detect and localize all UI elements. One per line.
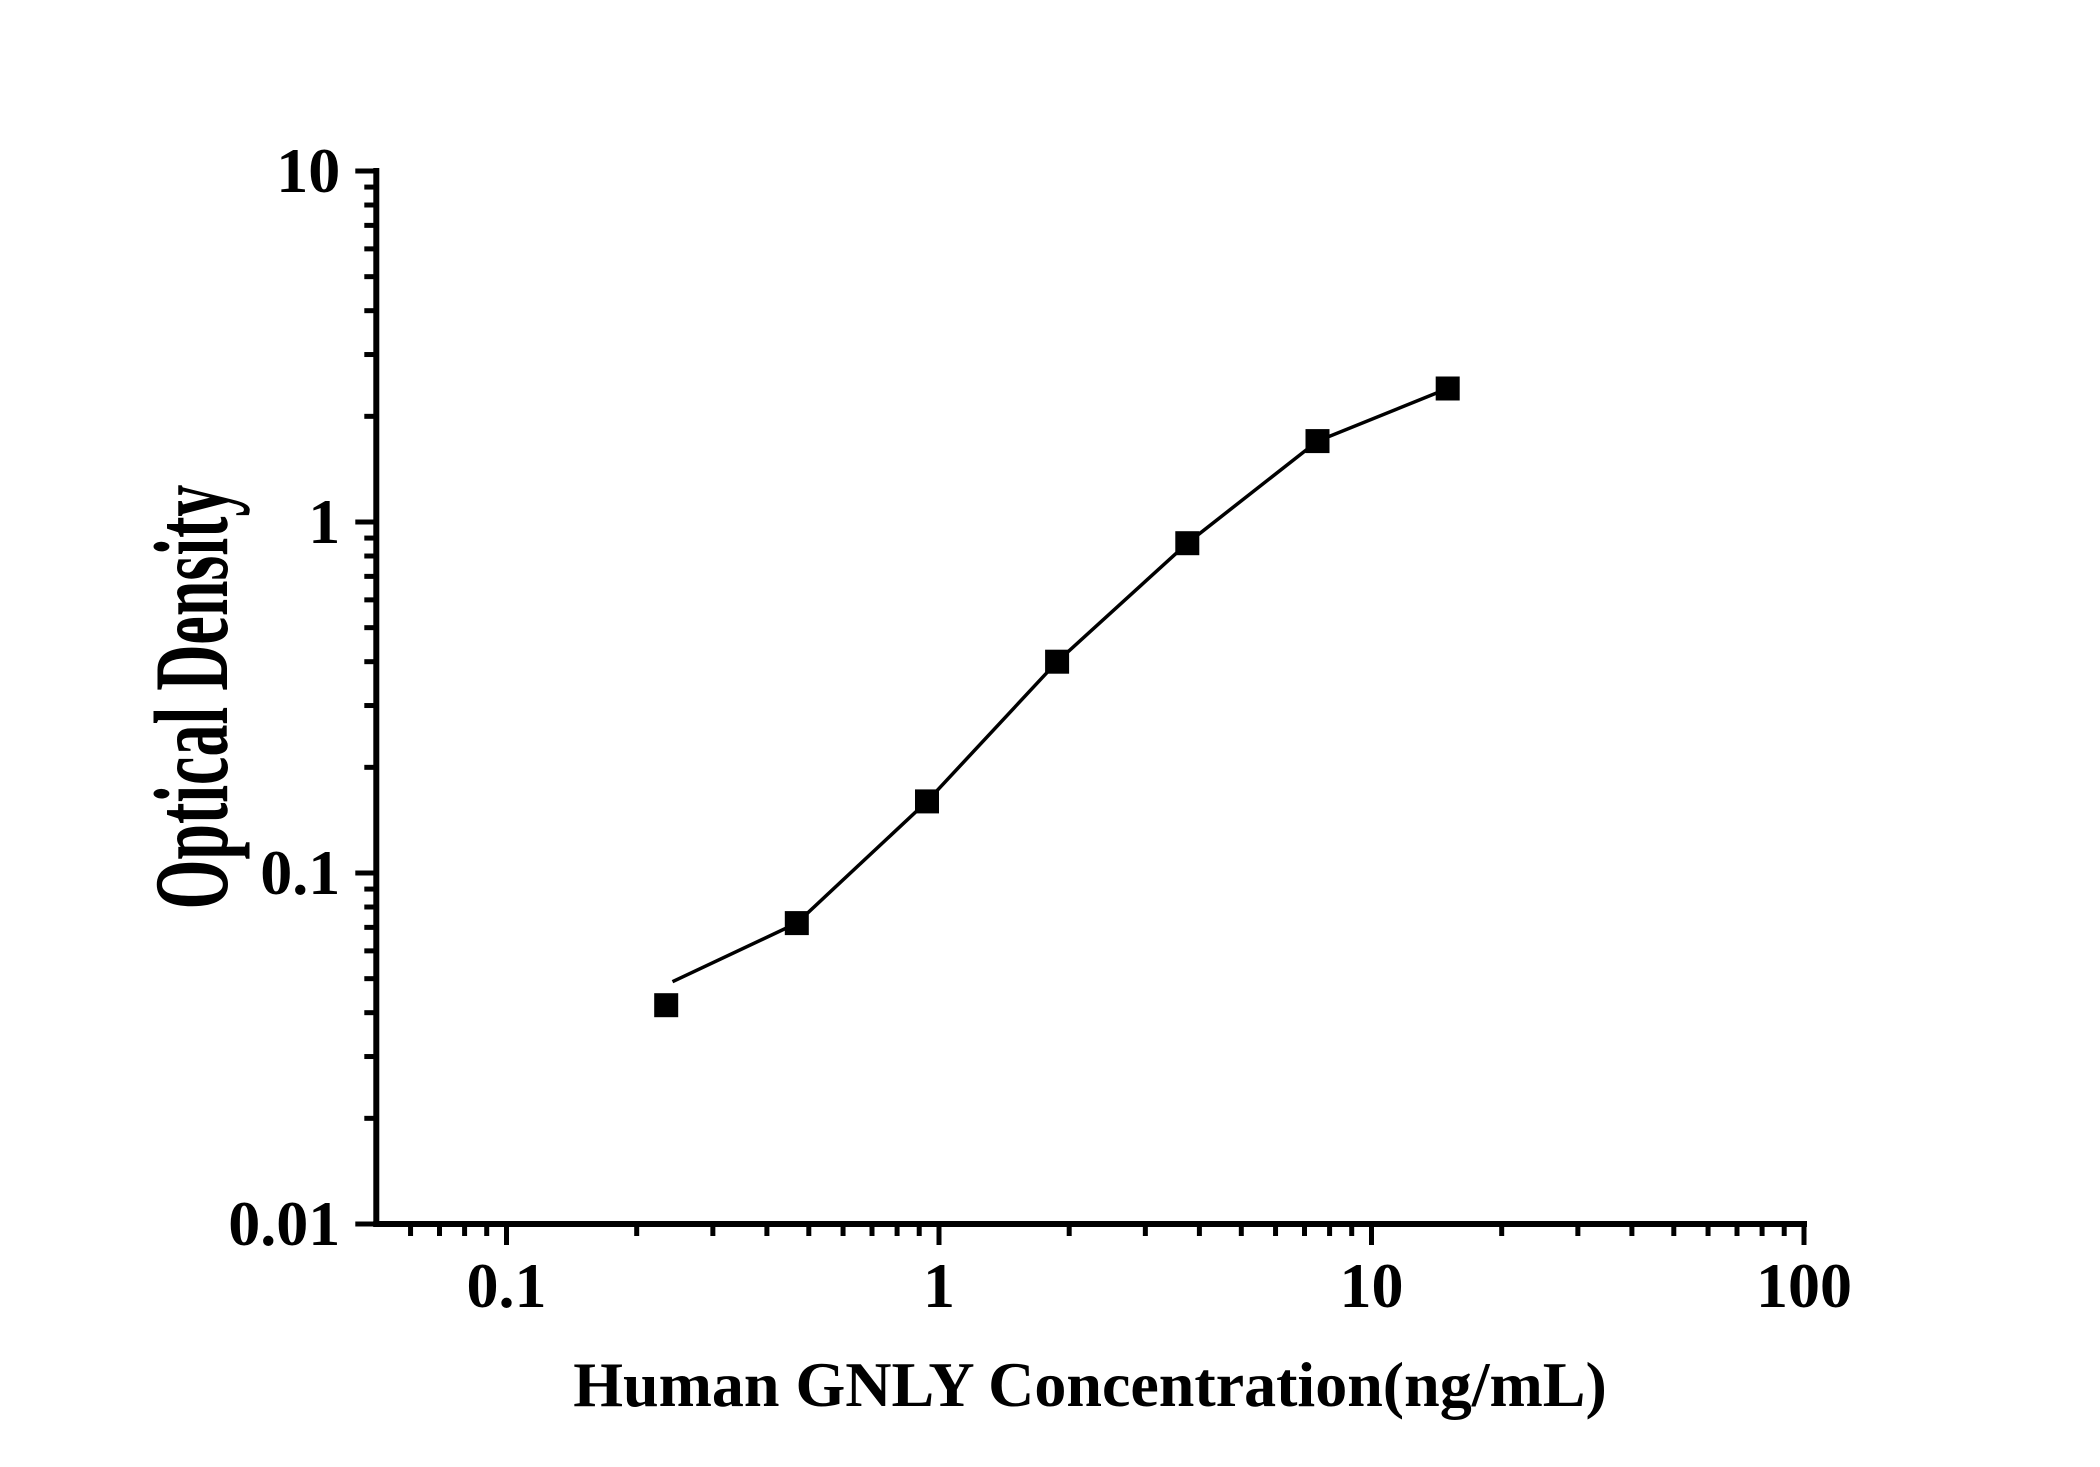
x-tick-label: 100: [1756, 1250, 1852, 1321]
data-point-marker: [1045, 649, 1070, 674]
y-tick-label: 0.01: [228, 1188, 340, 1259]
y-tick-label: 10: [276, 135, 340, 206]
chart-generated-layer: 0.1 1 10 100 0.01 0.1 1 10: [228, 135, 1852, 1321]
x-axis-title: Human GNLY Concentration(ng/mL): [573, 1349, 1607, 1420]
data-point-marker: [915, 789, 939, 814]
y-tick-label: 0.1: [260, 837, 340, 908]
y-tick-label: 1: [308, 486, 340, 557]
data-point-marker: [654, 993, 679, 1018]
x-tick-label: 0.1: [467, 1250, 547, 1321]
y-axis-title: Optical Density: [133, 485, 250, 910]
x-tick-label: 10: [1340, 1250, 1404, 1321]
data-point-marker: [1435, 376, 1460, 401]
x-tick-label: 1: [923, 1250, 955, 1321]
data-point-marker: [1305, 429, 1330, 454]
data-point-marker: [784, 911, 809, 936]
data-point-marker: [1175, 531, 1200, 556]
curve-line: [671, 386, 1449, 984]
